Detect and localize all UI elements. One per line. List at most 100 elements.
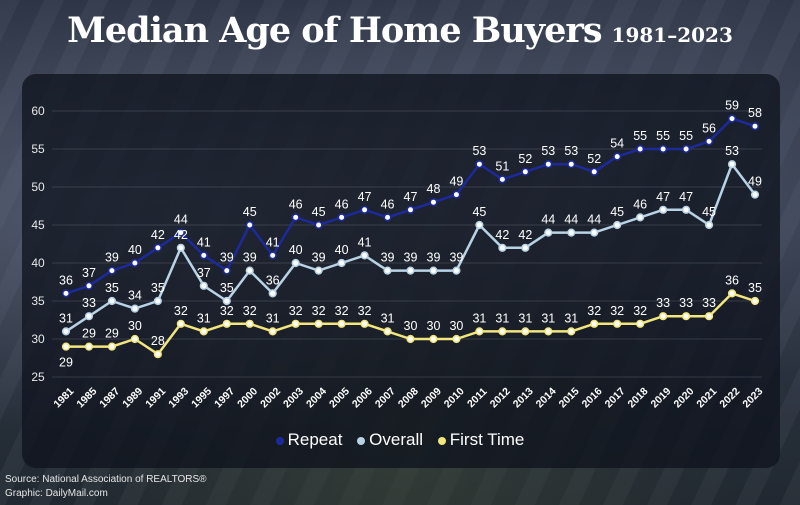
- x-tick-label: 1987: [97, 385, 122, 410]
- data-label-repeat: 53: [564, 144, 578, 158]
- data-point-first-time: [636, 319, 645, 328]
- data-point-repeat: [383, 213, 392, 222]
- data-point-overall: [245, 266, 254, 275]
- data-point-repeat: [406, 205, 415, 214]
- x-tick-label: 2005: [327, 385, 352, 410]
- data-label-first-time: 32: [220, 304, 234, 318]
- data-point-repeat: [176, 228, 185, 237]
- legend-item-first-time: First Time: [437, 430, 524, 449]
- data-point-overall: [130, 304, 139, 313]
- x-tick-label: 2009: [419, 385, 444, 410]
- data-label-first-time: 30: [128, 319, 142, 333]
- data-label-overall: 39: [449, 251, 463, 265]
- data-point-overall: [406, 266, 415, 275]
- data-label-first-time: 31: [472, 311, 486, 325]
- data-label-overall: 42: [518, 228, 532, 242]
- data-point-repeat: [636, 144, 645, 154]
- data-point-repeat: [521, 167, 530, 176]
- data-point-first-time: [659, 312, 668, 321]
- x-tick-label: 2012: [488, 385, 513, 410]
- data-label-repeat: 58: [748, 106, 762, 120]
- data-label-repeat: 45: [243, 205, 257, 219]
- data-point-repeat: [590, 167, 599, 176]
- data-label-overall: 35: [220, 281, 234, 295]
- data-point-first-time: [222, 319, 231, 328]
- x-tick-label: 2022: [717, 385, 742, 410]
- x-tick-label: 2010: [442, 385, 467, 410]
- data-point-first-time: [314, 319, 323, 328]
- data-label-repeat: 47: [404, 190, 418, 204]
- data-point-first-time: [245, 319, 254, 328]
- data-label-first-time: 31: [564, 311, 578, 325]
- legend-item-repeat: Repeat: [275, 430, 342, 449]
- data-point-repeat: [107, 266, 117, 275]
- data-label-overall: 35: [151, 281, 165, 295]
- chart-title: Median Age of Home Buyers 1981–2023: [0, 10, 800, 51]
- x-tick-label: 2008: [396, 385, 421, 410]
- data-label-overall: 39: [312, 251, 326, 265]
- data-label-repeat: 52: [587, 152, 601, 166]
- data-point-repeat: [727, 114, 737, 123]
- data-label-repeat: 40: [128, 243, 142, 257]
- data-label-overall: 44: [587, 213, 601, 227]
- data-point-repeat: [245, 220, 254, 230]
- data-label-overall: 49: [748, 175, 762, 189]
- data-label-overall: 40: [289, 243, 303, 257]
- x-tick-label: 2000: [235, 385, 260, 410]
- y-tick-label: 50: [31, 180, 45, 194]
- data-point-overall: [452, 266, 461, 275]
- data-label-repeat: 37: [82, 266, 96, 280]
- legend: Repeat Overall First Time: [0, 430, 800, 450]
- data-point-repeat: [613, 152, 622, 161]
- source-note: Source: National Association of REALTORS…: [5, 473, 207, 501]
- data-point-overall: [475, 220, 484, 230]
- x-tick-label: 2018: [626, 385, 651, 410]
- x-tick-label: 2019: [649, 385, 674, 410]
- data-point-repeat: [567, 160, 576, 169]
- data-point-first-time: [590, 319, 599, 328]
- data-point-repeat: [199, 251, 208, 260]
- data-label-overall: 35: [105, 281, 119, 295]
- x-tick-label: 1991: [143, 385, 168, 410]
- data-label-first-time: 29: [59, 356, 73, 370]
- data-point-overall: [291, 258, 300, 268]
- data-point-repeat: [452, 190, 461, 199]
- data-label-first-time: 32: [358, 304, 372, 318]
- data-point-first-time: [176, 319, 185, 328]
- data-label-repeat: 52: [518, 152, 532, 166]
- data-point-first-time: [337, 319, 346, 328]
- data-label-first-time: 29: [105, 327, 119, 341]
- y-tick-label: 40: [31, 256, 45, 270]
- data-label-first-time: 32: [633, 304, 647, 318]
- data-label-overall: 31: [59, 311, 73, 325]
- data-point-repeat: [337, 213, 346, 222]
- data-point-overall: [429, 266, 438, 275]
- data-point-repeat: [84, 281, 94, 290]
- data-label-overall: 39: [381, 251, 395, 265]
- data-label-overall: 44: [564, 213, 578, 227]
- data-label-first-time: 32: [335, 304, 349, 318]
- data-label-overall: 42: [495, 228, 509, 242]
- data-point-first-time: [544, 327, 553, 336]
- data-point-overall: [704, 220, 714, 230]
- data-label-first-time: 31: [197, 311, 211, 325]
- data-point-first-time: [498, 327, 507, 336]
- x-tick-label: 2002: [258, 385, 283, 410]
- data-label-overall: 37: [197, 266, 211, 280]
- x-tick-label: 1985: [74, 385, 99, 410]
- x-tick-label: 2011: [465, 385, 490, 410]
- data-label-repeat: 46: [381, 197, 395, 211]
- data-label-overall: 36: [266, 273, 280, 287]
- data-label-overall: 46: [633, 197, 647, 211]
- data-point-repeat: [750, 122, 760, 131]
- data-point-overall: [567, 228, 576, 237]
- data-point-overall: [636, 213, 645, 222]
- data-point-overall: [498, 243, 507, 252]
- data-label-repeat: 41: [266, 235, 280, 249]
- data-point-repeat: [360, 205, 369, 214]
- data-label-overall: 41: [358, 235, 372, 249]
- legend-dot-first-time: [437, 436, 446, 445]
- data-point-repeat: [314, 220, 323, 230]
- data-label-repeat: 41: [197, 235, 211, 249]
- data-point-first-time: [130, 334, 139, 344]
